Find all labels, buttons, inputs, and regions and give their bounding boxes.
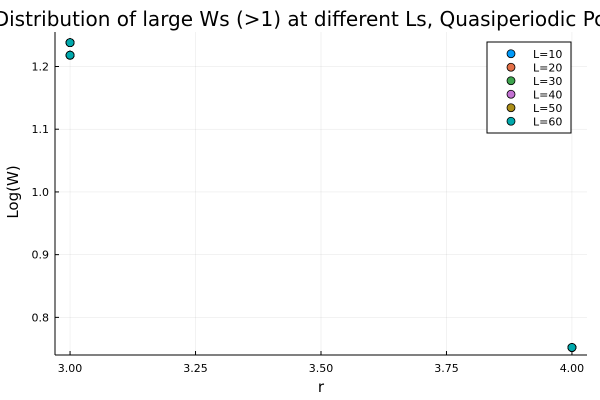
data-point (65, 38, 75, 48)
x-tick-label: 3.50 (309, 362, 334, 375)
legend-label: L=20 (533, 61, 562, 74)
data-point (567, 343, 577, 352)
legend-marker (506, 89, 516, 99)
y-tick-label: 1.2 (32, 60, 50, 73)
y-tick-label: 0.8 (32, 311, 50, 324)
y-tick-label: 1.0 (32, 186, 50, 199)
axes (54, 32, 587, 356)
legend-label: L=30 (533, 75, 562, 88)
legend-box (486, 41, 572, 134)
legend-marker (506, 49, 516, 59)
legend-marker (506, 76, 516, 86)
x-tick-label: 4.00 (560, 362, 585, 375)
legend-label: L=40 (533, 88, 562, 101)
y-tick-label: 0.9 (32, 249, 50, 262)
x-tick-label: 3.75 (434, 362, 459, 375)
legend-label: L=10 (533, 48, 562, 61)
legend-label: L=60 (533, 115, 562, 128)
data-points (65, 38, 577, 352)
legend-marker (506, 103, 516, 113)
x-tick-label: 3.00 (58, 362, 83, 375)
legend-marker (506, 62, 516, 72)
y-axis-label: Log(W) (4, 165, 22, 218)
y-tick-label: 1.1 (32, 123, 50, 136)
legend: L=10L=20L=30L=40L=50L=60 (486, 41, 572, 134)
chart-title: Distribution of large Ws (>1) at differe… (0, 7, 600, 31)
legend-marker (506, 116, 516, 126)
data-point (65, 50, 75, 60)
tick-labels: 3.00 3.25 3.50 3.75 4.00 0.8 0.9 1.0 1.1 1.2 (32, 60, 585, 375)
legend-label: L=50 (533, 102, 562, 115)
x-axis-label: r (318, 378, 325, 396)
x-tick-label: 3.25 (183, 362, 208, 375)
